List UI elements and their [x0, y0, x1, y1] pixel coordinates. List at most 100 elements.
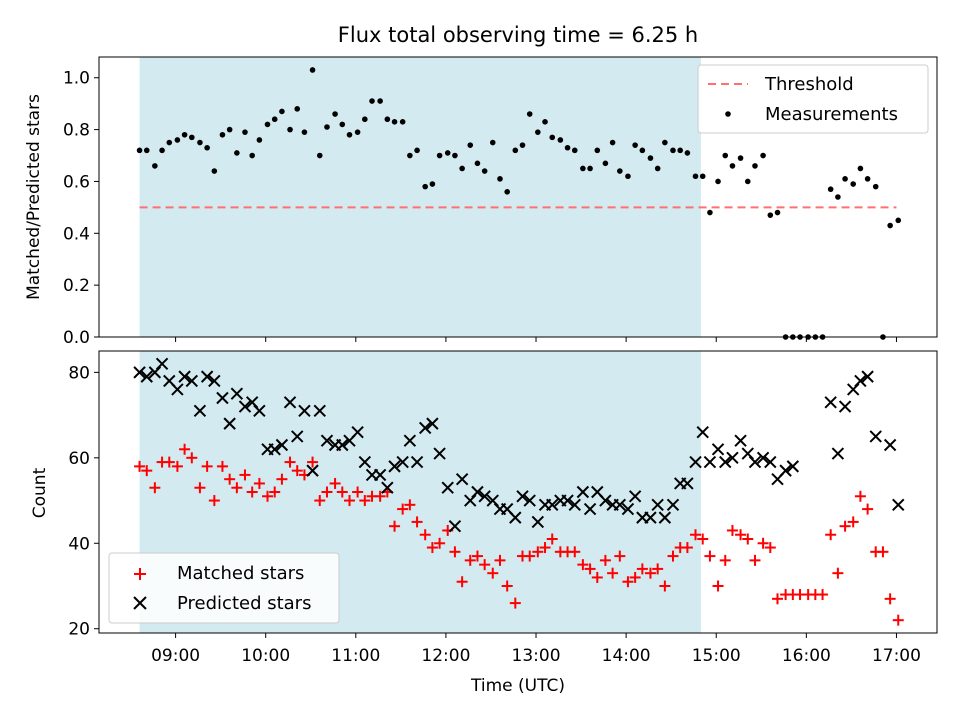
matched-star-point: [690, 529, 702, 541]
legend-matched-label: Matched stars: [177, 563, 304, 584]
measurement-point: [639, 147, 646, 154]
predicted-star-point: [786, 460, 800, 473]
matched-star-point: [539, 542, 551, 554]
measurement-point: [744, 178, 751, 185]
measurement-point: [309, 67, 316, 73]
predicted-star-point: [869, 430, 882, 443]
matched-star-point: [847, 516, 859, 528]
top-y-axis-label: Matched/Predicted stars: [24, 94, 44, 300]
predicted-star-point: [351, 425, 364, 439]
chart-title: Flux total observing time = 6.25 h: [338, 23, 698, 47]
predicted-star-point: [703, 455, 717, 469]
matched-star-point: [532, 546, 544, 558]
matched-star-point: [419, 529, 431, 541]
predicted-star-point: [644, 511, 657, 524]
measurement-point: [684, 150, 691, 156]
measurement-point: [407, 152, 413, 159]
measurement-point: [346, 131, 353, 138]
matched-star-point: [742, 533, 754, 545]
measurement-point: [166, 139, 173, 146]
predicted-star-point: [861, 370, 874, 383]
top-axes-frame: [98, 56, 938, 338]
measurement-point: [497, 176, 503, 182]
matched-star-point: [712, 580, 724, 592]
matched-star-point: [389, 520, 401, 532]
measurement-point: [197, 139, 203, 146]
top-panel: 0.0 0.2 0.4 0.6 0.8 1.0 Flux total observing …: [24, 23, 938, 348]
measurement-point: [354, 129, 361, 135]
top-y-ticks: 0.0 0.2 0.4 0.6 0.8 1.0: [63, 69, 99, 348]
measurement-point: [692, 173, 699, 180]
measurement-point: [715, 178, 721, 185]
matched-star-point: [464, 554, 476, 566]
legend-threshold-label: Threshold: [764, 74, 854, 95]
matched-star-point: [591, 571, 603, 583]
measurement-point: [226, 126, 233, 133]
matched-star-point: [607, 567, 619, 579]
matched-star-point: [854, 490, 866, 502]
matched-star-point: [359, 495, 371, 507]
measurement-point: [670, 147, 676, 154]
matched-star-point: [667, 550, 679, 562]
measurement-point: [219, 131, 226, 138]
predicted-star-point: [441, 481, 454, 494]
predicted-star-point: [516, 490, 529, 503]
predicted-star-point: [658, 511, 672, 524]
matched-star-point: [194, 482, 206, 494]
bottom-legend-box: [108, 552, 340, 624]
matched-star-point: [719, 554, 731, 566]
matched-star-point: [749, 554, 761, 566]
measurement-point: [174, 137, 181, 143]
x-tick-label: 11:00: [331, 646, 380, 666]
measurement-point: [399, 119, 406, 125]
measurement-point: [850, 181, 856, 187]
matched-star-point: [321, 486, 333, 498]
predicted-star-point: [268, 443, 281, 456]
measurement-point: [414, 147, 420, 154]
matched-star-point: [284, 456, 296, 468]
top-x-ticks: [175, 337, 897, 342]
measurement-point: [632, 142, 638, 148]
predicted-star-point: [719, 455, 732, 469]
predicted-star-point: [824, 396, 837, 409]
predicted-star-point: [223, 417, 236, 430]
measurement-point: [602, 160, 609, 167]
predicted-star-point: [373, 468, 387, 482]
measurement-point: [384, 116, 391, 123]
measurement-point: [249, 152, 255, 159]
top-legend: Threshold Measurements: [697, 64, 929, 134]
measurement-point: [737, 155, 744, 161]
predicted-star-point: [883, 438, 897, 452]
matched-star-point: [239, 469, 251, 481]
predicted-star-point: [410, 455, 424, 469]
top-y-tick-label: 0.0: [63, 328, 90, 348]
measurement-point: [324, 124, 330, 130]
predicted-star-point: [200, 370, 214, 383]
measurement-point: [481, 168, 488, 174]
matched-star-point: [141, 465, 153, 477]
matched-star-point: [652, 563, 664, 575]
bottom-y-tick-label: 20: [68, 620, 90, 640]
bottom-y-ticks: 20 40 60 80: [68, 363, 99, 640]
predicted-star-point: [831, 447, 845, 460]
predicted-star-point: [433, 447, 446, 460]
legend-predicted-label: Predicted stars: [177, 593, 311, 614]
matched-star-point: [832, 567, 844, 579]
matched-star-point: [434, 537, 446, 549]
predicted-star-point: [681, 477, 694, 490]
measurement-point: [136, 147, 143, 154]
x-tick-label: 09:00: [151, 646, 200, 666]
matched-star-point: [246, 486, 258, 498]
predicted-star-point: [140, 370, 153, 383]
matched-star-point: [817, 589, 829, 601]
measurement-point: [774, 209, 781, 216]
matched-star-point: [636, 563, 648, 575]
matched-star-point: [329, 477, 341, 489]
matched-star-point: [163, 456, 175, 468]
measurement-point: [474, 160, 481, 167]
predicted-star-point: [291, 430, 304, 443]
measurement-point: [316, 152, 323, 159]
predicted-star-point: [546, 498, 559, 512]
bottom-y-tick-label: 80: [68, 363, 90, 383]
matched-star-point: [397, 503, 409, 515]
